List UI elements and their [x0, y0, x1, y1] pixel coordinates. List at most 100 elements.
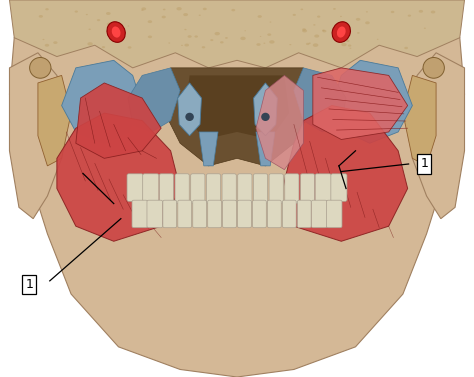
Ellipse shape: [404, 47, 408, 49]
FancyBboxPatch shape: [269, 174, 283, 203]
Polygon shape: [284, 106, 408, 241]
Polygon shape: [38, 75, 71, 166]
Ellipse shape: [210, 39, 213, 41]
Ellipse shape: [107, 22, 125, 42]
Ellipse shape: [45, 8, 49, 10]
Ellipse shape: [184, 29, 187, 30]
FancyBboxPatch shape: [326, 200, 342, 228]
Ellipse shape: [322, 30, 327, 32]
Ellipse shape: [356, 18, 360, 21]
FancyBboxPatch shape: [178, 200, 191, 228]
Ellipse shape: [183, 13, 188, 16]
Polygon shape: [76, 83, 161, 158]
Polygon shape: [199, 132, 218, 166]
Ellipse shape: [231, 9, 235, 11]
Ellipse shape: [261, 113, 270, 121]
Ellipse shape: [264, 43, 265, 44]
Ellipse shape: [148, 35, 152, 38]
FancyBboxPatch shape: [254, 174, 268, 203]
FancyBboxPatch shape: [297, 200, 311, 228]
Ellipse shape: [270, 21, 272, 23]
FancyBboxPatch shape: [223, 200, 237, 228]
Ellipse shape: [332, 22, 350, 42]
Ellipse shape: [128, 46, 131, 49]
Ellipse shape: [292, 14, 296, 16]
Polygon shape: [128, 68, 180, 132]
FancyBboxPatch shape: [222, 174, 236, 203]
Ellipse shape: [162, 15, 166, 18]
Ellipse shape: [53, 41, 57, 44]
Ellipse shape: [89, 29, 91, 30]
Polygon shape: [9, 53, 66, 219]
FancyBboxPatch shape: [267, 200, 281, 228]
Ellipse shape: [340, 16, 342, 17]
Polygon shape: [256, 75, 303, 170]
Ellipse shape: [377, 39, 379, 40]
Polygon shape: [161, 68, 313, 166]
FancyBboxPatch shape: [238, 174, 252, 203]
FancyBboxPatch shape: [208, 200, 221, 228]
Ellipse shape: [240, 37, 246, 40]
Ellipse shape: [322, 29, 325, 31]
Ellipse shape: [309, 43, 311, 44]
Polygon shape: [185, 75, 289, 139]
Ellipse shape: [267, 34, 271, 36]
Ellipse shape: [114, 35, 118, 38]
FancyBboxPatch shape: [147, 200, 163, 228]
Ellipse shape: [202, 46, 205, 48]
FancyBboxPatch shape: [311, 200, 327, 228]
Polygon shape: [313, 68, 408, 139]
Ellipse shape: [43, 39, 45, 40]
Ellipse shape: [314, 34, 319, 38]
FancyBboxPatch shape: [206, 174, 220, 203]
Ellipse shape: [302, 29, 307, 32]
Ellipse shape: [185, 113, 194, 121]
Ellipse shape: [257, 15, 262, 18]
Polygon shape: [408, 53, 465, 219]
Ellipse shape: [199, 15, 201, 16]
FancyBboxPatch shape: [285, 174, 299, 203]
Ellipse shape: [87, 42, 93, 46]
FancyBboxPatch shape: [301, 174, 315, 203]
FancyBboxPatch shape: [331, 174, 347, 201]
FancyBboxPatch shape: [283, 200, 296, 228]
Polygon shape: [254, 83, 277, 136]
Polygon shape: [178, 83, 201, 136]
Ellipse shape: [348, 44, 351, 47]
Ellipse shape: [341, 21, 345, 24]
Ellipse shape: [188, 35, 191, 38]
Polygon shape: [294, 68, 346, 132]
Ellipse shape: [313, 24, 316, 26]
FancyBboxPatch shape: [191, 174, 205, 203]
Ellipse shape: [194, 35, 198, 38]
Ellipse shape: [117, 35, 120, 38]
FancyBboxPatch shape: [253, 200, 266, 228]
FancyBboxPatch shape: [193, 200, 207, 228]
Ellipse shape: [302, 28, 306, 31]
Ellipse shape: [245, 30, 246, 31]
Polygon shape: [9, 0, 465, 68]
Ellipse shape: [341, 43, 346, 46]
Ellipse shape: [102, 46, 105, 48]
Ellipse shape: [357, 32, 360, 34]
Ellipse shape: [366, 11, 368, 12]
Ellipse shape: [45, 44, 49, 47]
Ellipse shape: [225, 37, 228, 39]
FancyBboxPatch shape: [175, 174, 189, 203]
Ellipse shape: [181, 45, 183, 46]
Ellipse shape: [203, 8, 207, 10]
Polygon shape: [332, 60, 412, 143]
Ellipse shape: [256, 43, 261, 46]
FancyBboxPatch shape: [237, 200, 251, 228]
Ellipse shape: [176, 7, 182, 11]
Ellipse shape: [97, 19, 100, 21]
Ellipse shape: [408, 15, 411, 17]
Ellipse shape: [220, 41, 224, 43]
Ellipse shape: [301, 9, 303, 10]
Ellipse shape: [424, 28, 426, 29]
FancyBboxPatch shape: [127, 174, 143, 201]
Ellipse shape: [365, 21, 370, 24]
Ellipse shape: [86, 14, 88, 15]
Ellipse shape: [141, 7, 146, 10]
FancyBboxPatch shape: [159, 174, 173, 203]
